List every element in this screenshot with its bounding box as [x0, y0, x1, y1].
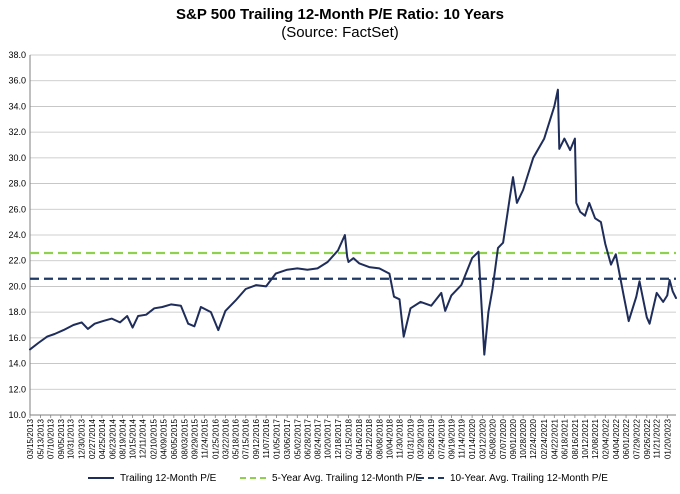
x-tick-label: 06/05/2015 — [170, 418, 179, 459]
x-tick-label: 09/01/2020 — [509, 418, 518, 459]
x-tick-label: 01/05/2017 — [273, 418, 282, 459]
y-tick-label: 34.0 — [8, 101, 26, 111]
legend-swatch-green-dashed — [240, 477, 266, 479]
x-tick-label: 06/12/2018 — [365, 418, 374, 459]
x-tick-label: 12/30/2013 — [77, 418, 86, 459]
x-tick-label: 08/16/2021 — [571, 418, 580, 459]
x-tick-label: 11/14/2019 — [457, 418, 466, 458]
y-tick-label: 16.0 — [8, 333, 26, 343]
x-tick-label: 10/04/2018 — [385, 418, 394, 459]
x-tick-label: 03/22/2016 — [221, 418, 230, 459]
x-tick-label: 03/15/2013 — [26, 418, 35, 459]
x-tick-label: 01/31/2019 — [406, 418, 415, 459]
x-tick-label: 08/19/2014 — [118, 418, 127, 459]
y-tick-label: 28.0 — [8, 179, 26, 189]
x-tick-label: 11/07/2016 — [262, 418, 271, 458]
x-tick-label: 04/04/2022 — [612, 418, 621, 459]
x-axis: 03/15/2013 05/13/2013 07/10/2013 09/05/2013… — [26, 414, 676, 459]
reference-lines — [30, 251, 676, 280]
x-tick-label: 10/15/2014 — [129, 418, 138, 459]
x-tick-label: 12/08/2021 — [591, 418, 600, 459]
x-tick-label: 05/08/2020 — [488, 418, 497, 459]
x-tick-label: 05/13/2013 — [36, 418, 45, 459]
x-tick-label: 04/09/2015 — [160, 418, 169, 459]
x-tick-label: 10/28/2020 — [519, 418, 528, 459]
legend-label-5yr-avg: 5-Year Avg. Trailing 12-Month P/E — [272, 472, 423, 484]
x-tick-label: 10/31/2013 — [67, 418, 76, 459]
chart-title-block: S&P 500 Trailing 12-Month P/E Ratio: 10 … — [0, 6, 680, 42]
legend-swatch-blue-dashed — [418, 477, 444, 479]
y-tick-label: 36.0 — [8, 76, 26, 86]
x-tick-label: 10/12/2021 — [581, 418, 590, 459]
x-tick-label: 03/29/2019 — [417, 418, 426, 459]
x-tick-label: 01/25/2016 — [211, 418, 220, 459]
x-tick-label: 04/16/2018 — [355, 418, 364, 459]
x-tick-label: 09/05/2013 — [57, 418, 66, 459]
y-axis: 10.0 12.0 14.0 16.0 18.0 20.0 22.0 24.0 26.0 28.0… — [8, 50, 31, 420]
chart-subtitle: (Source: FactSet) — [281, 24, 399, 41]
y-tick-label: 30.0 — [8, 153, 26, 163]
x-tick-label: 02/15/2018 — [344, 418, 353, 459]
x-tick-label: 08/03/2015 — [180, 418, 189, 459]
x-tick-label: 03/06/2017 — [283, 418, 292, 459]
gridlines — [30, 54, 676, 416]
trailing-pe-series-line — [29, 88, 677, 356]
y-tick-label: 20.0 — [8, 281, 26, 291]
x-tick-label: 11/30/2018 — [395, 418, 404, 458]
x-tick-label: 07/29/2022 — [632, 418, 641, 459]
x-tick-label: 10/20/2017 — [324, 418, 333, 459]
series-layer — [29, 88, 677, 356]
y-tick-label: 18.0 — [8, 307, 26, 317]
x-tick-label: 01/20/2023 — [663, 418, 672, 459]
x-tick-label: 02/27/2014 — [88, 418, 97, 459]
x-tick-label: 02/10/2015 — [149, 418, 158, 459]
legend-item-trailing-pe: Trailing 12-Month P/E — [88, 470, 216, 486]
x-tick-label: 01/14/2020 — [468, 418, 477, 459]
x-tick-label: 05/28/2019 — [427, 418, 436, 459]
x-tick-label: 07/07/2020 — [499, 418, 508, 459]
x-tick-label: 04/22/2021 — [550, 418, 559, 459]
x-tick-label: 12/11/2014 — [139, 418, 148, 458]
x-tick-label: 09/12/2016 — [252, 418, 261, 459]
x-tick-label: 09/29/2015 — [190, 418, 199, 459]
x-tick-label: 07/10/2013 — [47, 418, 56, 459]
y-tick-label: 38.0 — [8, 50, 26, 60]
x-tick-label: 12/24/2020 — [529, 418, 538, 459]
x-tick-label: 06/18/2021 — [560, 418, 569, 459]
y-tick-label: 10.0 — [8, 410, 26, 420]
legend-label-10yr-avg: 10-Year. Avg. Trailing 12-Month P/E — [450, 472, 608, 484]
legend-item-10yr-avg: 10-Year. Avg. Trailing 12-Month P/E — [418, 470, 608, 486]
x-tick-label: 05/02/2017 — [293, 418, 302, 459]
x-tick-label: 09/19/2019 — [447, 418, 456, 459]
y-tick-label: 12.0 — [8, 384, 26, 394]
x-tick-label: 02/04/2022 — [601, 418, 610, 459]
y-tick-label: 14.0 — [8, 359, 26, 369]
x-tick-label: 11/21/2022 — [653, 418, 662, 458]
x-tick-label: 05/18/2016 — [231, 418, 240, 459]
x-tick-label: 03/12/2020 — [478, 418, 487, 459]
y-tick-label: 24.0 — [8, 230, 26, 240]
x-tick-label: 07/15/2016 — [242, 418, 251, 459]
legend-label-trailing-pe: Trailing 12-Month P/E — [120, 472, 217, 484]
x-tick-label: 06/23/2014 — [108, 418, 117, 459]
x-tick-label: 04/25/2014 — [98, 418, 107, 459]
x-tick-label: 11/24/2015 — [200, 418, 209, 458]
x-tick-label: 02/24/2021 — [540, 418, 549, 459]
chart-title: S&P 500 Trailing 12-Month P/E Ratio: 10 … — [176, 6, 504, 23]
x-tick-label: 06/28/2017 — [303, 418, 312, 459]
legend-swatch-solid — [88, 477, 114, 479]
x-tick-label: 06/01/2022 — [622, 418, 631, 459]
x-tick-label: 08/24/2017 — [313, 418, 322, 459]
x-tick-label: 07/24/2019 — [437, 418, 446, 459]
x-tick-label: 12/18/2017 — [334, 418, 343, 459]
y-tick-label: 32.0 — [8, 127, 26, 137]
x-tick-label: 09/26/2022 — [643, 418, 652, 459]
y-tick-label: 26.0 — [8, 204, 26, 214]
legend-item-5yr-avg: 5-Year Avg. Trailing 12-Month P/E — [240, 470, 422, 486]
x-tick-label: 08/08/2018 — [375, 418, 384, 459]
y-tick-label: 22.0 — [8, 256, 26, 266]
